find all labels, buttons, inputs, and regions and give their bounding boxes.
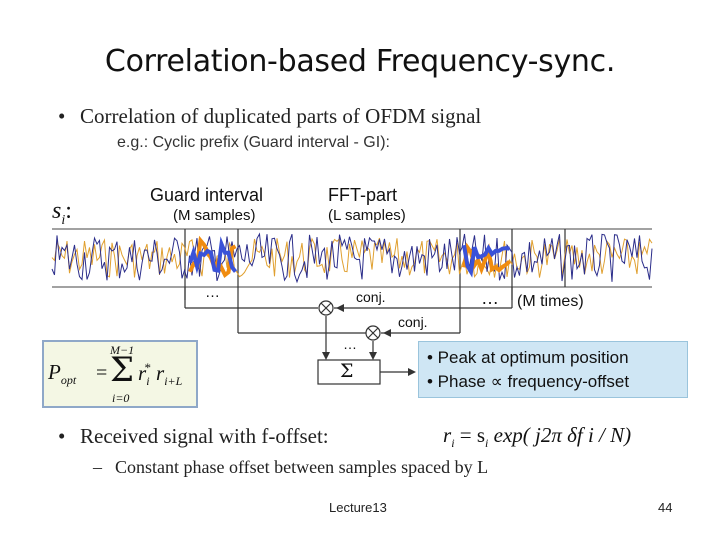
formula-r2-sub: i+L xyxy=(164,374,183,389)
formula-sum: Σ xyxy=(110,350,135,390)
ellipsis-left: … xyxy=(205,284,220,301)
slide-title: Correlation-based Frequency-sync. xyxy=(104,44,616,79)
arrow-conj-2 xyxy=(383,329,391,337)
ellipsis-right: … xyxy=(481,288,499,308)
notes-box: • Peak at optimum position • Phase ∝ fre… xyxy=(418,341,688,398)
footer-lecture: Lecture13 xyxy=(329,500,387,515)
received-r-sub: i xyxy=(451,436,455,451)
sub-bullet-phase-text: Constant phase offset between samples sp… xyxy=(115,457,489,477)
formula-eq: = xyxy=(96,362,108,384)
received-eq: = s xyxy=(459,423,486,447)
waveform-orange xyxy=(51,237,653,278)
received-r: r xyxy=(443,423,452,447)
signal-label: si: xyxy=(52,198,72,229)
received-s-sub: i xyxy=(485,436,489,451)
bullet-correlation-text: Correlation of duplicated parts of OFDM … xyxy=(80,104,482,128)
waveform-group xyxy=(51,232,653,284)
multiplier-1-x2 xyxy=(320,302,332,314)
signal-label-s: s xyxy=(52,198,62,224)
formula-r1-sub: i xyxy=(146,374,150,389)
formula-r1: r xyxy=(138,361,147,385)
bullet-glyph: • xyxy=(58,104,66,128)
guard-interval-label: Guard interval xyxy=(150,185,264,205)
bullet2-glyph: • xyxy=(58,424,66,448)
received-rest: exp( j2π δf i / N) xyxy=(493,423,632,447)
formula-star: * xyxy=(144,360,152,375)
copy-highlight-blue xyxy=(462,244,510,278)
sum-symbol: Σ xyxy=(340,360,354,382)
formula-lower: i=0 xyxy=(112,391,130,405)
fft-part-label: FFT-part xyxy=(328,185,398,205)
arrow-to-sum-1 xyxy=(322,352,330,360)
multiplier-2-x2 xyxy=(367,327,379,339)
sub-bullet-cyclic-prefix: e.g.: Cyclic prefix (Guard interval - GI… xyxy=(117,134,390,151)
formula-r2: r xyxy=(156,361,165,385)
formula-upper: M−1 xyxy=(110,343,135,357)
bullet-received-text: Received signal with f-offset: xyxy=(80,424,329,448)
bullet-correlation: • Correlation of duplicated parts of OFDM… xyxy=(58,104,481,129)
received-formula: ri = si exp( j2π δf i / N) xyxy=(443,423,631,451)
ellipsis-sum: … xyxy=(343,336,357,352)
guard-samples-label: (M samples) xyxy=(173,207,256,224)
sub-bullet-phase-offset: – Constant phase offset between samples s… xyxy=(93,457,488,478)
signal-label-sub: i xyxy=(61,212,66,228)
signal-label-colon: : xyxy=(65,198,72,224)
sum-out-arrow xyxy=(408,368,416,376)
conj-label-1: conj. xyxy=(356,289,386,305)
dash-glyph: – xyxy=(93,457,102,477)
arrow-conj-1 xyxy=(336,304,344,312)
formula-lhs-p: P xyxy=(48,360,61,384)
conj-label-2: conj. xyxy=(398,314,428,330)
fft-samples-label: (L samples) xyxy=(328,207,406,224)
note-peak: • Peak at optimum position xyxy=(427,348,629,367)
formula-box: Popt = M−1 Σ i=0 ri* ri+L xyxy=(42,340,198,408)
formula-lhs-sub: opt xyxy=(60,373,77,388)
formula-term: ri* ri+L xyxy=(138,360,182,389)
waveform-dark xyxy=(51,232,653,284)
gi-highlight-blue xyxy=(188,236,238,275)
arrow-to-sum-2 xyxy=(369,352,377,360)
m-times-label: (M times) xyxy=(517,293,584,310)
formula-lhs: Popt xyxy=(48,360,76,388)
bullet-received-signal: • Received signal with f-offset: xyxy=(58,424,329,449)
note-phase: • Phase ∝ frequency-offset xyxy=(427,372,630,391)
footer-page-number: 44 xyxy=(658,500,673,515)
